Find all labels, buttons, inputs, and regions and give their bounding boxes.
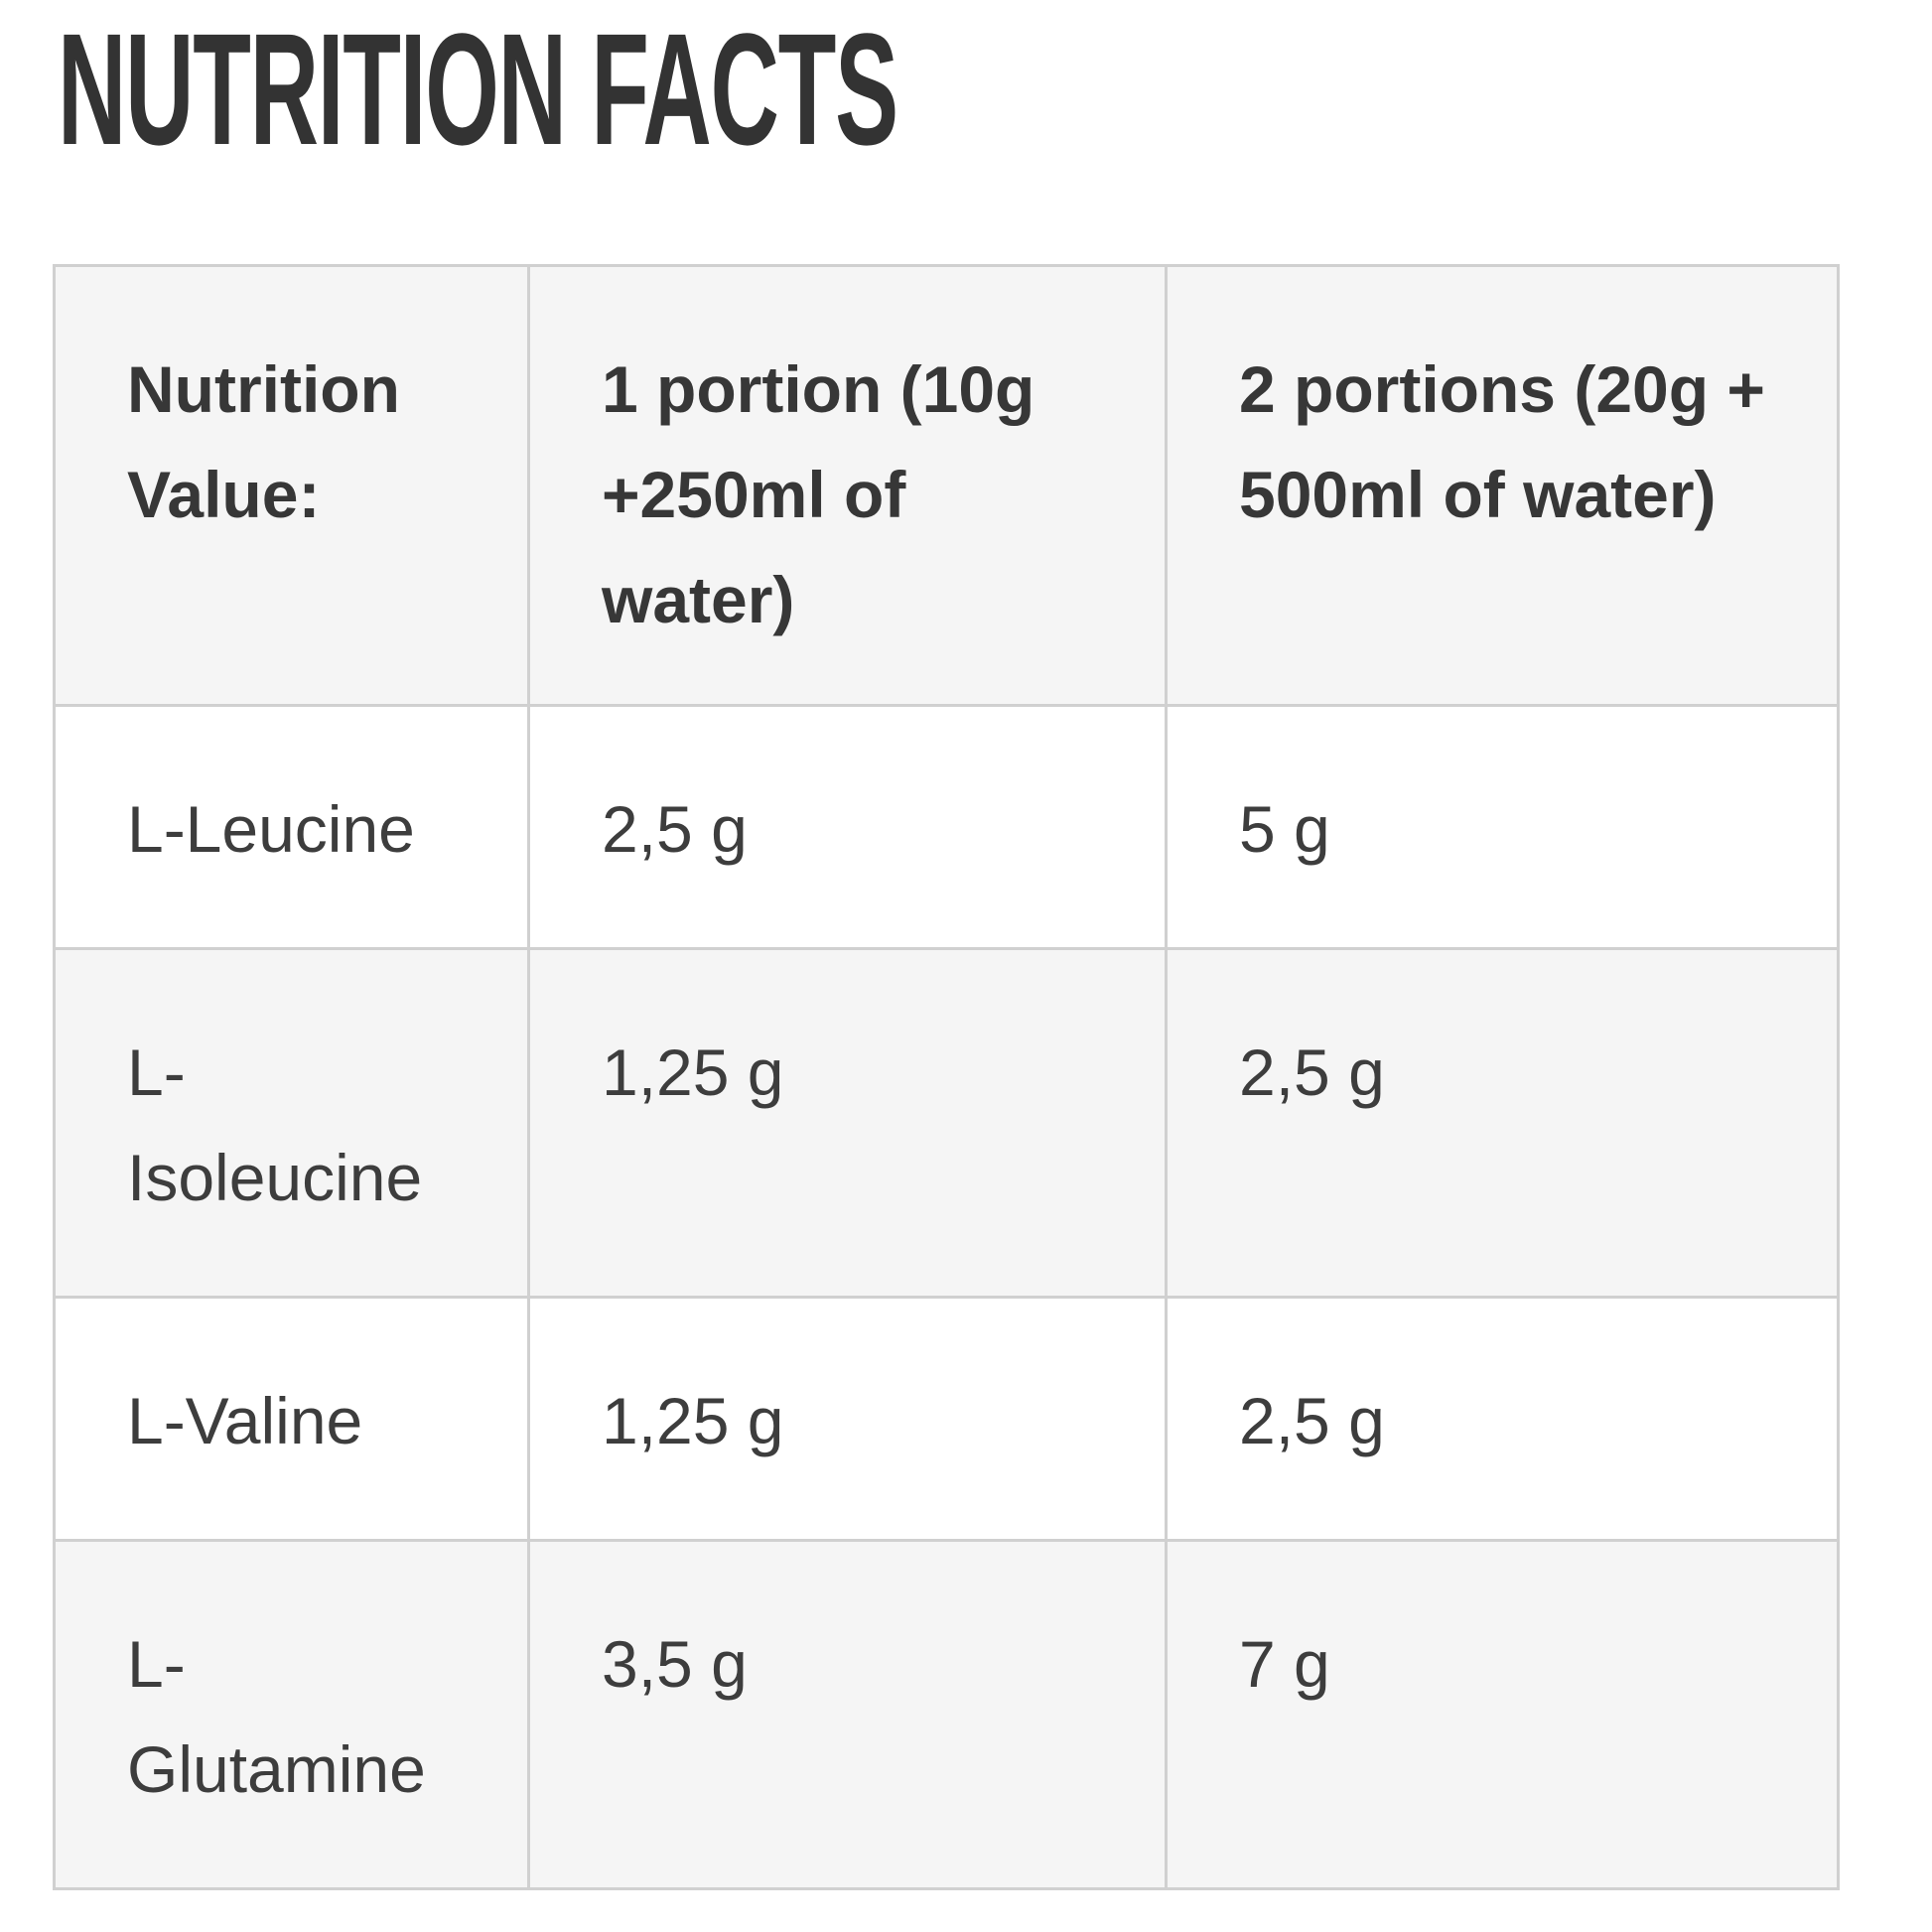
table-row-valine: L-Valine 1,25 g 2,5 g	[53, 1296, 1840, 1542]
table-row-glutamine: L-Glutamine 3,5 g 7 g	[53, 1539, 1840, 1890]
page-title: NUTRITION FACTS	[58, 0, 898, 178]
column-header-portion-1: 1 portion (10g +250ml of water)	[527, 264, 1168, 707]
page-content: NUTRITION FACTS Nutrition Value: 1 porti…	[53, 0, 1840, 1890]
table-header: Nutrition Value: 1 portion (10g +250ml o…	[53, 264, 1840, 707]
column-header-portion-2: 2 portions (20g + 500ml of water)	[1165, 264, 1840, 707]
nutrition-facts-table: Nutrition Value: 1 portion (10g +250ml o…	[53, 264, 1840, 1890]
cell-portion-2: 5 g	[1165, 704, 1840, 950]
cell-nutrient: L-Glutamine	[53, 1539, 530, 1890]
table-body: L-Leucine 2,5 g 5 g L-Isoleucine 1,25 g …	[53, 704, 1840, 1890]
cell-portion-2: 2,5 g	[1165, 1296, 1840, 1542]
cell-nutrient: L-Valine	[53, 1296, 530, 1542]
cell-portion-2: 2,5 g	[1165, 947, 1840, 1299]
table-row-isoleucine: L-Isoleucine 1,25 g 2,5 g	[53, 947, 1840, 1299]
cell-portion-1: 1,25 g	[527, 1296, 1168, 1542]
cell-nutrient: L-Leucine	[53, 704, 530, 950]
header-row: Nutrition Value: 1 portion (10g +250ml o…	[53, 264, 1840, 707]
cell-nutrient: L-Isoleucine	[53, 947, 530, 1299]
column-header-nutrition-value: Nutrition Value:	[53, 264, 530, 707]
cell-portion-1: 3,5 g	[527, 1539, 1168, 1890]
cell-portion-2: 7 g	[1165, 1539, 1840, 1890]
cell-portion-1: 1,25 g	[527, 947, 1168, 1299]
table-row-leucine: L-Leucine 2,5 g 5 g	[53, 704, 1840, 950]
cell-portion-1: 2,5 g	[527, 704, 1168, 950]
